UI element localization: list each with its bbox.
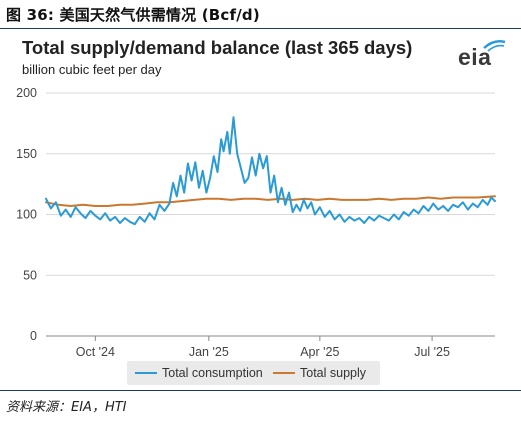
eia-logo-arc	[483, 40, 506, 52]
chart-subtitle: billion cubic feet per day	[22, 62, 162, 77]
y-tick-label: 100	[16, 208, 37, 222]
legend-swatch-consumption	[135, 372, 157, 374]
series-line-consumption	[45, 116, 496, 226]
bottom-rule	[0, 390, 521, 391]
chart-legend: Total consumption Total supply	[127, 361, 380, 385]
legend-label-consumption: Total consumption	[162, 366, 263, 380]
x-tick-label: Oct '24	[76, 345, 115, 359]
eia-logo-text: eia	[458, 44, 492, 70]
y-tick-label: 150	[16, 147, 37, 161]
top-rule	[0, 28, 521, 29]
x-tick-label: Jul '25	[414, 345, 450, 359]
eia-logo: eia	[454, 38, 506, 70]
chart-plot: 0 50 100 150 200 Oct '24 Jan '25 Apr '25 Jul '25	[16, 86, 496, 359]
source-note: 资料来源：EIA，HTI	[6, 400, 127, 415]
series-line-supply	[45, 195, 496, 207]
legend-label-supply: Total supply	[300, 366, 367, 380]
legend-swatch-supply	[273, 372, 295, 374]
y-tick-label: 200	[16, 86, 37, 100]
y-tick-label: 0	[30, 329, 37, 343]
chart-title: Total supply/demand balance (last 365 da…	[22, 37, 413, 58]
x-tick-label: Apr '25	[300, 345, 339, 359]
x-tick-label: Jan '25	[189, 345, 229, 359]
y-tick-label: 50	[23, 268, 37, 282]
legend-item-supply[interactable]: Total supply	[273, 361, 366, 385]
figure-title: 图 36: 美国天然气供需情况 (Bcf/d)	[6, 6, 260, 24]
legend-item-consumption[interactable]: Total consumption	[135, 361, 263, 385]
